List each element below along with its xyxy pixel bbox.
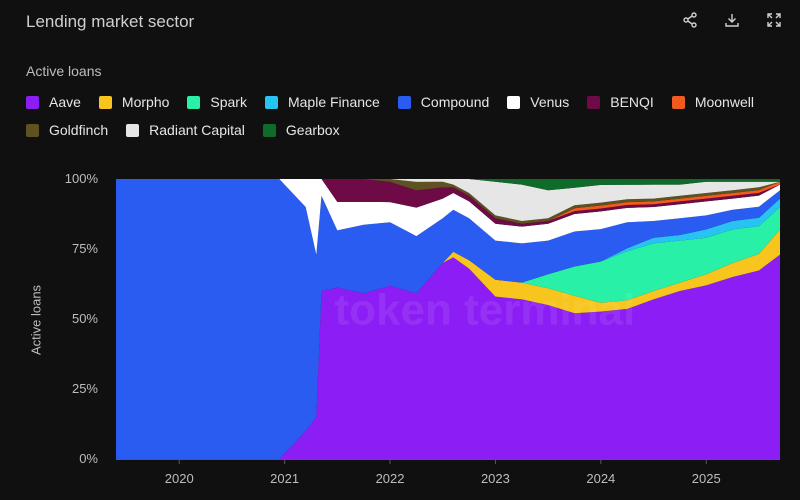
legend-swatch bbox=[507, 95, 521, 109]
legend-label: BENQI bbox=[610, 94, 654, 110]
legend-row: Aave Morpho Spark Maple Finance Compound Venu… bbox=[26, 88, 796, 116]
legend-label: Radiant Capital bbox=[149, 122, 245, 138]
share-button[interactable] bbox=[676, 8, 704, 32]
legend-label: Compound bbox=[420, 94, 490, 110]
legend: Aave Morpho Spark Maple Finance Compound Venu… bbox=[26, 88, 796, 144]
legend-item-radiant-capital[interactable]: Radiant Capital bbox=[126, 122, 245, 138]
area-radiant-capital bbox=[116, 179, 780, 221]
legend-swatch bbox=[98, 95, 112, 109]
legend-item-gearbox[interactable]: Gearbox bbox=[262, 122, 340, 138]
chart-toolbar bbox=[676, 8, 788, 32]
legend-label: Venus bbox=[530, 94, 570, 110]
legend-item-aave[interactable]: Aave bbox=[26, 94, 81, 110]
y-tick-label: 25% bbox=[72, 381, 98, 396]
legend-label: Morpho bbox=[121, 94, 170, 110]
area-benqi bbox=[116, 179, 780, 227]
legend-item-maple-finance[interactable]: Maple Finance bbox=[264, 94, 380, 110]
download-icon bbox=[725, 14, 739, 27]
x-tick-label: 2021 bbox=[270, 471, 299, 486]
legend-item-compound[interactable]: Compound bbox=[397, 94, 490, 110]
area-compound bbox=[116, 179, 780, 459]
y-tick-label: 100% bbox=[65, 171, 99, 186]
legend-item-benqi[interactable]: BENQI bbox=[587, 94, 654, 110]
legend-swatch bbox=[587, 95, 601, 109]
legend-item-morpho[interactable]: Morpho bbox=[98, 94, 170, 110]
expand-icon bbox=[767, 13, 781, 27]
area-gearbox bbox=[116, 179, 780, 191]
x-tick-label: 2020 bbox=[165, 471, 194, 486]
area-goldfinch bbox=[116, 179, 780, 224]
x-tick-label: 2022 bbox=[376, 471, 405, 486]
chart-title: Lending market sector bbox=[26, 12, 195, 31]
area-aave bbox=[116, 254, 780, 459]
legend-item-goldfinch[interactable]: Goldfinch bbox=[26, 122, 108, 138]
legend-label: Spark bbox=[210, 94, 247, 110]
legend-item-moonwell[interactable]: Moonwell bbox=[671, 94, 754, 110]
y-tick-label: 50% bbox=[72, 311, 98, 326]
expand-button[interactable] bbox=[760, 8, 788, 32]
legend-row: Goldfinch Radiant Capital Gearbox bbox=[26, 116, 796, 144]
x-tick-label: 2023 bbox=[481, 471, 510, 486]
legend-swatch bbox=[671, 95, 685, 109]
legend-label: Goldfinch bbox=[49, 122, 109, 138]
legend-label: Maple Finance bbox=[287, 94, 380, 110]
legend-label: Gearbox bbox=[285, 122, 340, 138]
legend-label: Aave bbox=[49, 94, 81, 110]
download-button[interactable] bbox=[718, 8, 746, 32]
legend-label: Moonwell bbox=[694, 94, 754, 110]
y-tick-label: 75% bbox=[72, 241, 98, 256]
legend-item-venus[interactable]: Venus bbox=[507, 94, 569, 110]
area-venus bbox=[116, 179, 780, 255]
legend-swatch bbox=[397, 95, 411, 109]
watermark: token terminal bbox=[335, 286, 636, 335]
legend-item-spark[interactable]: Spark bbox=[187, 94, 247, 110]
legend-swatch bbox=[26, 95, 39, 109]
legend-title: Active loans bbox=[26, 63, 102, 79]
legend-swatch bbox=[126, 123, 140, 137]
legend-swatch bbox=[264, 95, 278, 109]
legend-swatch bbox=[26, 123, 39, 137]
legend-swatch bbox=[187, 95, 201, 109]
share-icon bbox=[683, 12, 697, 28]
x-tick-label: 2024 bbox=[586, 471, 615, 486]
x-tick-label: 2025 bbox=[692, 471, 721, 486]
y-tick-label: 0% bbox=[79, 451, 98, 466]
legend-swatch bbox=[262, 123, 276, 137]
area-spark bbox=[116, 207, 780, 459]
